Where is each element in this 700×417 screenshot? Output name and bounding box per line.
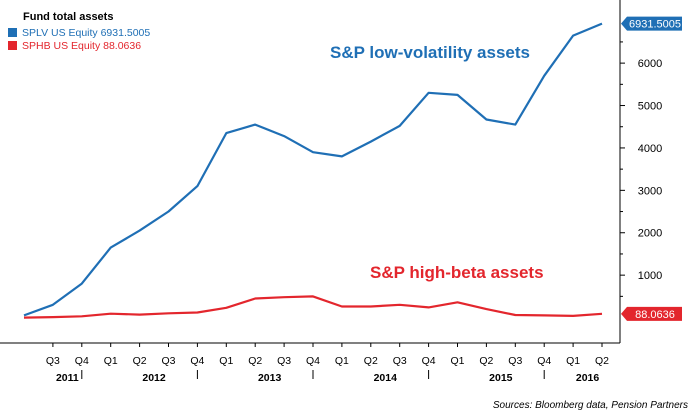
x-tick-label: Q2: [133, 355, 147, 367]
x-tick-label: Q2: [364, 355, 378, 367]
year-label: 2016: [576, 372, 600, 384]
legend-entry-sphb: SPHB US Equity 88.0636: [22, 40, 141, 52]
last-value-label: 88.0636: [635, 309, 675, 321]
x-tick-label: Q1: [566, 355, 580, 367]
x-tick-label: Q4: [75, 355, 89, 367]
x-tick-label: Q4: [422, 355, 436, 367]
axes: 1000 2000 3000 4000 5000 6000 Q3 Q4 Q1 Q2 Q3 Q4 Q1 Q2…: [0, 0, 682, 384]
x-tick-label: Q4: [190, 355, 204, 367]
plot-area: [23, 22, 603, 319]
legend-entry-splv: SPLV US Equity 6931.5005: [22, 27, 150, 39]
x-tick-label: Q1: [219, 355, 233, 367]
x-tick-label: Q3: [393, 355, 407, 367]
year-label: 2013: [258, 372, 282, 384]
x-tick-label: Q3: [46, 355, 60, 367]
annotation-low-volatility: S&P low-volatility assets: [330, 43, 530, 62]
y-tick-label: 1000: [638, 270, 662, 282]
year-label: 2015: [489, 372, 513, 384]
y-tick-label: 3000: [638, 185, 662, 197]
x-tick-label: Q3: [161, 355, 175, 367]
annotation-high-beta: S&P high-beta assets: [370, 263, 544, 282]
year-label: 2012: [142, 372, 166, 384]
last-value-tag-0: 6931.5005: [621, 16, 682, 31]
legend: Fund total assets SPLV US Equity 6931.50…: [8, 11, 150, 52]
year-label: 2014: [374, 372, 398, 384]
x-tick-label: Q1: [335, 355, 349, 367]
x-tick-label: Q3: [277, 355, 291, 367]
x-tick-label: Q1: [450, 355, 464, 367]
y-tick-label: 5000: [638, 101, 662, 113]
y-tick-label: 2000: [638, 228, 662, 240]
series-line-1: [23, 295, 603, 319]
x-tick-label: Q4: [537, 355, 551, 367]
y-tick-label: 6000: [638, 58, 662, 70]
legend-swatch-splv: [8, 28, 17, 37]
source-note: Sources: Bloomberg data, Pension Partner…: [493, 400, 688, 411]
legend-swatch-sphb: [8, 41, 17, 50]
x-tick-label: Q2: [248, 355, 262, 367]
legend-title: Fund total assets: [23, 11, 113, 23]
x-tick-label: Q4: [306, 355, 320, 367]
last-value-label: 6931.5005: [629, 19, 681, 31]
x-tick-label: Q2: [479, 355, 493, 367]
x-tick-label: Q3: [508, 355, 522, 367]
last-value-tag-1: 88.0636: [621, 306, 682, 321]
year-label: 2011: [56, 372, 79, 384]
y-tick-label: 4000: [638, 143, 662, 155]
x-tick-label: Q1: [104, 355, 118, 367]
series-line-0: [23, 22, 603, 317]
x-tick-label: Q2: [595, 355, 609, 367]
